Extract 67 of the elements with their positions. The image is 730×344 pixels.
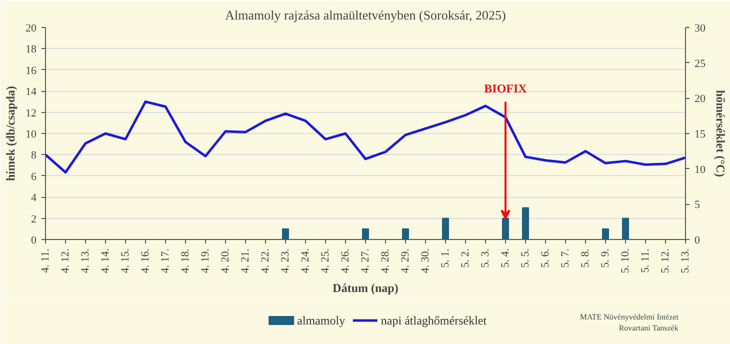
y-tick-label: 20 [26, 22, 37, 34]
y-tick-label: 14 [26, 86, 37, 98]
x-tick-label: 4. 17. [160, 248, 172, 274]
x-tick-label: 4. 30. [420, 248, 432, 274]
x-tick-label: 5. 6. [540, 248, 552, 268]
x-tick-label: 4. 25. [320, 248, 332, 274]
x-tick-label: 5. 5. [520, 248, 532, 268]
x-tick-label: 5. 3. [480, 248, 492, 268]
y-tick-label: 8 [31, 150, 37, 162]
y2-axis-title: hőmérséklet (°C) [714, 90, 728, 178]
y2-tick-label: 0 [694, 234, 700, 246]
x-tick-label: 4. 21. [240, 248, 252, 274]
bar [522, 207, 529, 240]
x-tick-label: 4. 19. [200, 248, 212, 274]
y-tick-label: 0 [31, 234, 37, 246]
annotation: BIOFIX [484, 81, 528, 96]
x-tick-label: 4. 29. [400, 248, 412, 274]
legend-label: almamoly [297, 314, 346, 328]
x-tick-label: 5. 13. [680, 248, 692, 274]
bar [602, 228, 609, 240]
y-tick-label: 4 [31, 192, 37, 204]
x-tick-label: 4. 24. [300, 248, 312, 274]
x-tick-label: 5. 1. [440, 248, 452, 268]
x-tick-label: 4. 23. [280, 248, 292, 274]
x-tick-label: 4. 22. [260, 248, 272, 274]
x-tick-label: 4. 15. [120, 248, 132, 274]
line-series [46, 100, 686, 174]
y2-tick-label: 20 [694, 93, 706, 106]
x-tick-label: 4. 26. [340, 248, 352, 274]
x-tick-label: 4. 12. [60, 248, 72, 274]
x-tick-label: 5. 11. [640, 248, 652, 273]
y2-tick-label: 25 [694, 58, 706, 70]
y-tick-label: 10 [26, 128, 37, 140]
y-tick-label: 16 [26, 64, 37, 77]
x-tick-label: 4. 18. [180, 248, 192, 274]
y2-tick-label: 30 [694, 22, 706, 34]
x-tick-label: 5. 8. [580, 248, 592, 268]
bar [402, 228, 409, 240]
x-tick-label: 4. 14. [100, 248, 112, 274]
x-tick-label: 5. 10. [620, 248, 632, 274]
legend-label: napi átlaghőmérséklet [380, 314, 488, 328]
x-tick-label: 4. 16. [140, 248, 152, 274]
y2-tick-label: 10 [694, 164, 706, 176]
bar [442, 218, 449, 240]
y-axis-title: hímek (db/csapda) [4, 86, 18, 182]
y2-tick-label: 5 [694, 199, 700, 212]
y-tick-label: 18 [26, 44, 37, 56]
x-tick-label: 4. 13. [80, 248, 92, 274]
bar [362, 228, 369, 240]
x-tick-label: 5. 4. [500, 248, 512, 268]
x-tick-label: 4. 11. [40, 248, 52, 273]
x-tick-label: 5. 2. [460, 248, 472, 268]
y-tick-label: 6 [31, 170, 37, 183]
x-tick-label: 4. 20. [220, 248, 232, 274]
x-tick-label: 5. 7. [560, 248, 572, 268]
x-tick-label: 4. 28. [380, 248, 392, 274]
chart-title: Almamoly rajzása almaültetvényben (Soroksár, 2025) [225, 8, 506, 22]
y2-tick-label: 15 [694, 128, 706, 140]
x-tick-label: 5. 9. [600, 248, 612, 268]
x-tick-label: 4. 27. [360, 248, 372, 274]
x-axis-title: Dátum (nap) [332, 281, 398, 296]
bar [282, 228, 289, 240]
x-tick-label: 5. 12. [660, 248, 672, 274]
y-tick-label: 2 [31, 213, 36, 226]
bar [622, 218, 629, 240]
text: MATE Növényvédelmi Intézet Rovartani Tanszék [580, 312, 680, 332]
y-tick-label: 12 [26, 107, 36, 120]
